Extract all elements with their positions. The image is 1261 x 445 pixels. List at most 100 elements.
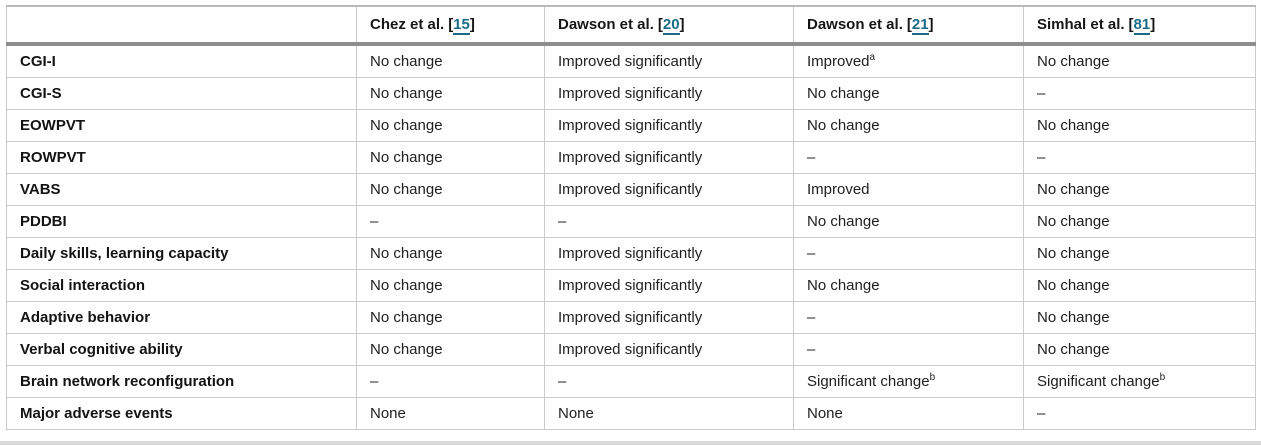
row-label: Brain network reconfiguration: [6, 365, 357, 398]
cell: Significant changeb: [793, 365, 1024, 398]
column-header-chez: Chez et al. [15]: [356, 6, 545, 46]
bracket-close: ]: [679, 16, 685, 33]
header-row: Chez et al. [15] Dawson et al. [20] Dawson…: [6, 6, 1256, 46]
footnote-marker-b: b: [1159, 372, 1166, 383]
cell: None: [793, 397, 1024, 430]
cell: No change: [356, 141, 545, 174]
bracket-close: ]: [1150, 16, 1156, 33]
cell: Improveda: [793, 44, 1024, 78]
cell: No change: [793, 109, 1024, 142]
column-header-empty: [6, 6, 357, 46]
table-row-eowpvt: EOWPVT No change Improved significantly …: [6, 109, 1256, 142]
bracket-open: [: [906, 16, 912, 33]
cell: Improved significantly: [544, 269, 794, 302]
table-row-verbal-cognitive: Verbal cognitive ability No change Impro…: [6, 333, 1256, 366]
cell: No change: [356, 269, 545, 302]
cell: No change: [793, 269, 1024, 302]
cell: –: [793, 333, 1024, 366]
cell: Improved significantly: [544, 301, 794, 334]
bracket-open: [: [1128, 16, 1134, 33]
cell: No change: [1023, 269, 1256, 302]
cell: Significant changeb: [1023, 365, 1256, 398]
cell: No change: [356, 173, 545, 206]
cell: –: [544, 365, 794, 398]
row-label: Verbal cognitive ability: [6, 333, 357, 366]
cell: Improved significantly: [544, 333, 794, 366]
bracket-close: ]: [469, 16, 475, 33]
cell: No change: [356, 333, 545, 366]
table-row-cgi-i: CGI-I No change Improved significantly I…: [6, 44, 1256, 78]
table-row-major-adverse-events: Major adverse events None None None –: [6, 397, 1256, 430]
cell: None: [544, 397, 794, 430]
cell: –: [1023, 141, 1256, 174]
reference-link-15[interactable]: 15: [453, 16, 470, 35]
table-row-brain-network: Brain network reconfiguration – – Signif…: [6, 365, 1256, 398]
cell: No change: [793, 77, 1024, 110]
column-header-dawson-21: Dawson et al. [21]: [793, 6, 1024, 46]
row-label: Adaptive behavior: [6, 301, 357, 334]
row-label: CGI-S: [6, 77, 357, 110]
table-row-adaptive-behavior: Adaptive behavior No change Improved sig…: [6, 301, 1256, 334]
cell: No change: [1023, 301, 1256, 334]
cell: No change: [1023, 333, 1256, 366]
table-row-social-interaction: Social interaction No change Improved si…: [6, 269, 1256, 302]
row-label: VABS: [6, 173, 357, 206]
column-header-dawson-20: Dawson et al. [20]: [544, 6, 794, 46]
table-row-vabs: VABS No change Improved significantly Im…: [6, 173, 1256, 206]
row-label: EOWPVT: [6, 109, 357, 142]
cell: No change: [356, 44, 545, 78]
cell: –: [793, 237, 1024, 270]
study-name: Dawson et al.: [807, 16, 903, 33]
reference-link-21[interactable]: 21: [911, 16, 929, 35]
study-outcomes-comparison-table: Chez et al. [15] Dawson et al. [20] Dawson…: [6, 5, 1256, 430]
study-name: Chez et al.: [370, 16, 445, 33]
reference-link-81[interactable]: 81: [1133, 16, 1151, 35]
table-row-rowpvt: ROWPVT No change Improved significantly …: [6, 141, 1256, 174]
cell: No change: [1023, 44, 1256, 78]
study-name: Simhal et al.: [1037, 16, 1125, 33]
row-label: Social interaction: [6, 269, 357, 302]
cell: –: [356, 365, 545, 398]
row-label: PDDBI: [6, 205, 357, 238]
cell: No change: [1023, 237, 1256, 270]
study-name: Dawson et al.: [558, 16, 654, 33]
cell: –: [544, 205, 794, 238]
cell: None: [356, 397, 545, 430]
cell: –: [793, 141, 1024, 174]
cell: No change: [793, 205, 1024, 238]
cell: Improved significantly: [544, 141, 794, 174]
bracket-open: [: [657, 16, 663, 33]
cell: –: [1023, 77, 1256, 110]
cell: No change: [356, 77, 545, 110]
cell: No change: [1023, 205, 1256, 238]
column-header-simhal: Simhal et al. [81]: [1023, 6, 1256, 46]
cell: Improved significantly: [544, 109, 794, 142]
table-row-daily-skills: Daily skills, learning capacity No chang…: [6, 237, 1256, 270]
cell: –: [1023, 397, 1256, 430]
table-bottom-rule: [0, 441, 1261, 445]
row-label: CGI-I: [6, 44, 357, 78]
cell: Improved significantly: [544, 77, 794, 110]
footnote-marker-b: b: [929, 372, 936, 383]
cell: No change: [1023, 109, 1256, 142]
cell: –: [793, 301, 1024, 334]
cell: No change: [356, 301, 545, 334]
cell: No change: [356, 109, 545, 142]
cell: Improved significantly: [544, 44, 794, 78]
row-label: Daily skills, learning capacity: [6, 237, 357, 270]
cell: No change: [1023, 173, 1256, 206]
cell: Improved significantly: [544, 173, 794, 206]
table-row-pddbi: PDDBI – – No change No change: [6, 205, 1256, 238]
row-label: ROWPVT: [6, 141, 357, 174]
cell: –: [356, 205, 545, 238]
row-label: Major adverse events: [6, 397, 357, 430]
bracket-open: [: [448, 16, 454, 33]
reference-link-20[interactable]: 20: [662, 16, 680, 35]
table-row-cgi-s: CGI-S No change Improved significantly N…: [6, 77, 1256, 110]
bracket-close: ]: [928, 16, 934, 33]
cell: No change: [356, 237, 545, 270]
cell: Improved significantly: [544, 237, 794, 270]
footnote-marker-a: a: [869, 52, 876, 63]
cell: Improved: [793, 173, 1024, 206]
